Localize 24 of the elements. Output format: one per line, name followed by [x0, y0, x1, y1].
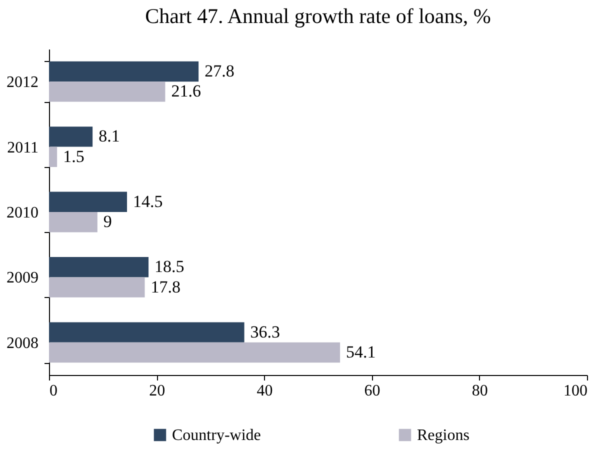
data-label: 36.3 — [250, 322, 280, 342]
y-tick-label: 2012 — [6, 74, 38, 92]
data-label: 17.8 — [150, 277, 181, 296]
data-label: 21.6 — [171, 82, 201, 101]
y-tick-label: 2010 — [6, 204, 38, 222]
data-label: 27.8 — [204, 61, 234, 80]
data-label: 1.5 — [63, 146, 84, 166]
y-tick-label: 2008 — [6, 334, 38, 352]
y-tick-label: 2009 — [6, 270, 38, 287]
y-tick-label: 2011 — [7, 139, 38, 156]
x-tick-label: 60 — [364, 382, 380, 400]
data-label: 9 — [103, 212, 112, 232]
x-tick-label: 40 — [256, 382, 273, 400]
legend-label: Regions — [417, 427, 470, 444]
x-tick-label: 100 — [564, 382, 588, 400]
data-label: 54.1 — [346, 342, 376, 362]
x-tick-label: 80 — [472, 382, 488, 400]
x-tick-label: 20 — [149, 382, 166, 400]
data-label: 14.5 — [133, 192, 163, 211]
legend-label: Country-wide — [172, 427, 261, 444]
chart-title: Chart 47. Annual growth rate of loans, % — [145, 4, 491, 28]
x-tick-label: 0 — [50, 382, 58, 400]
data-label: 8.1 — [98, 126, 120, 146]
data-label: 18.5 — [154, 257, 184, 276]
